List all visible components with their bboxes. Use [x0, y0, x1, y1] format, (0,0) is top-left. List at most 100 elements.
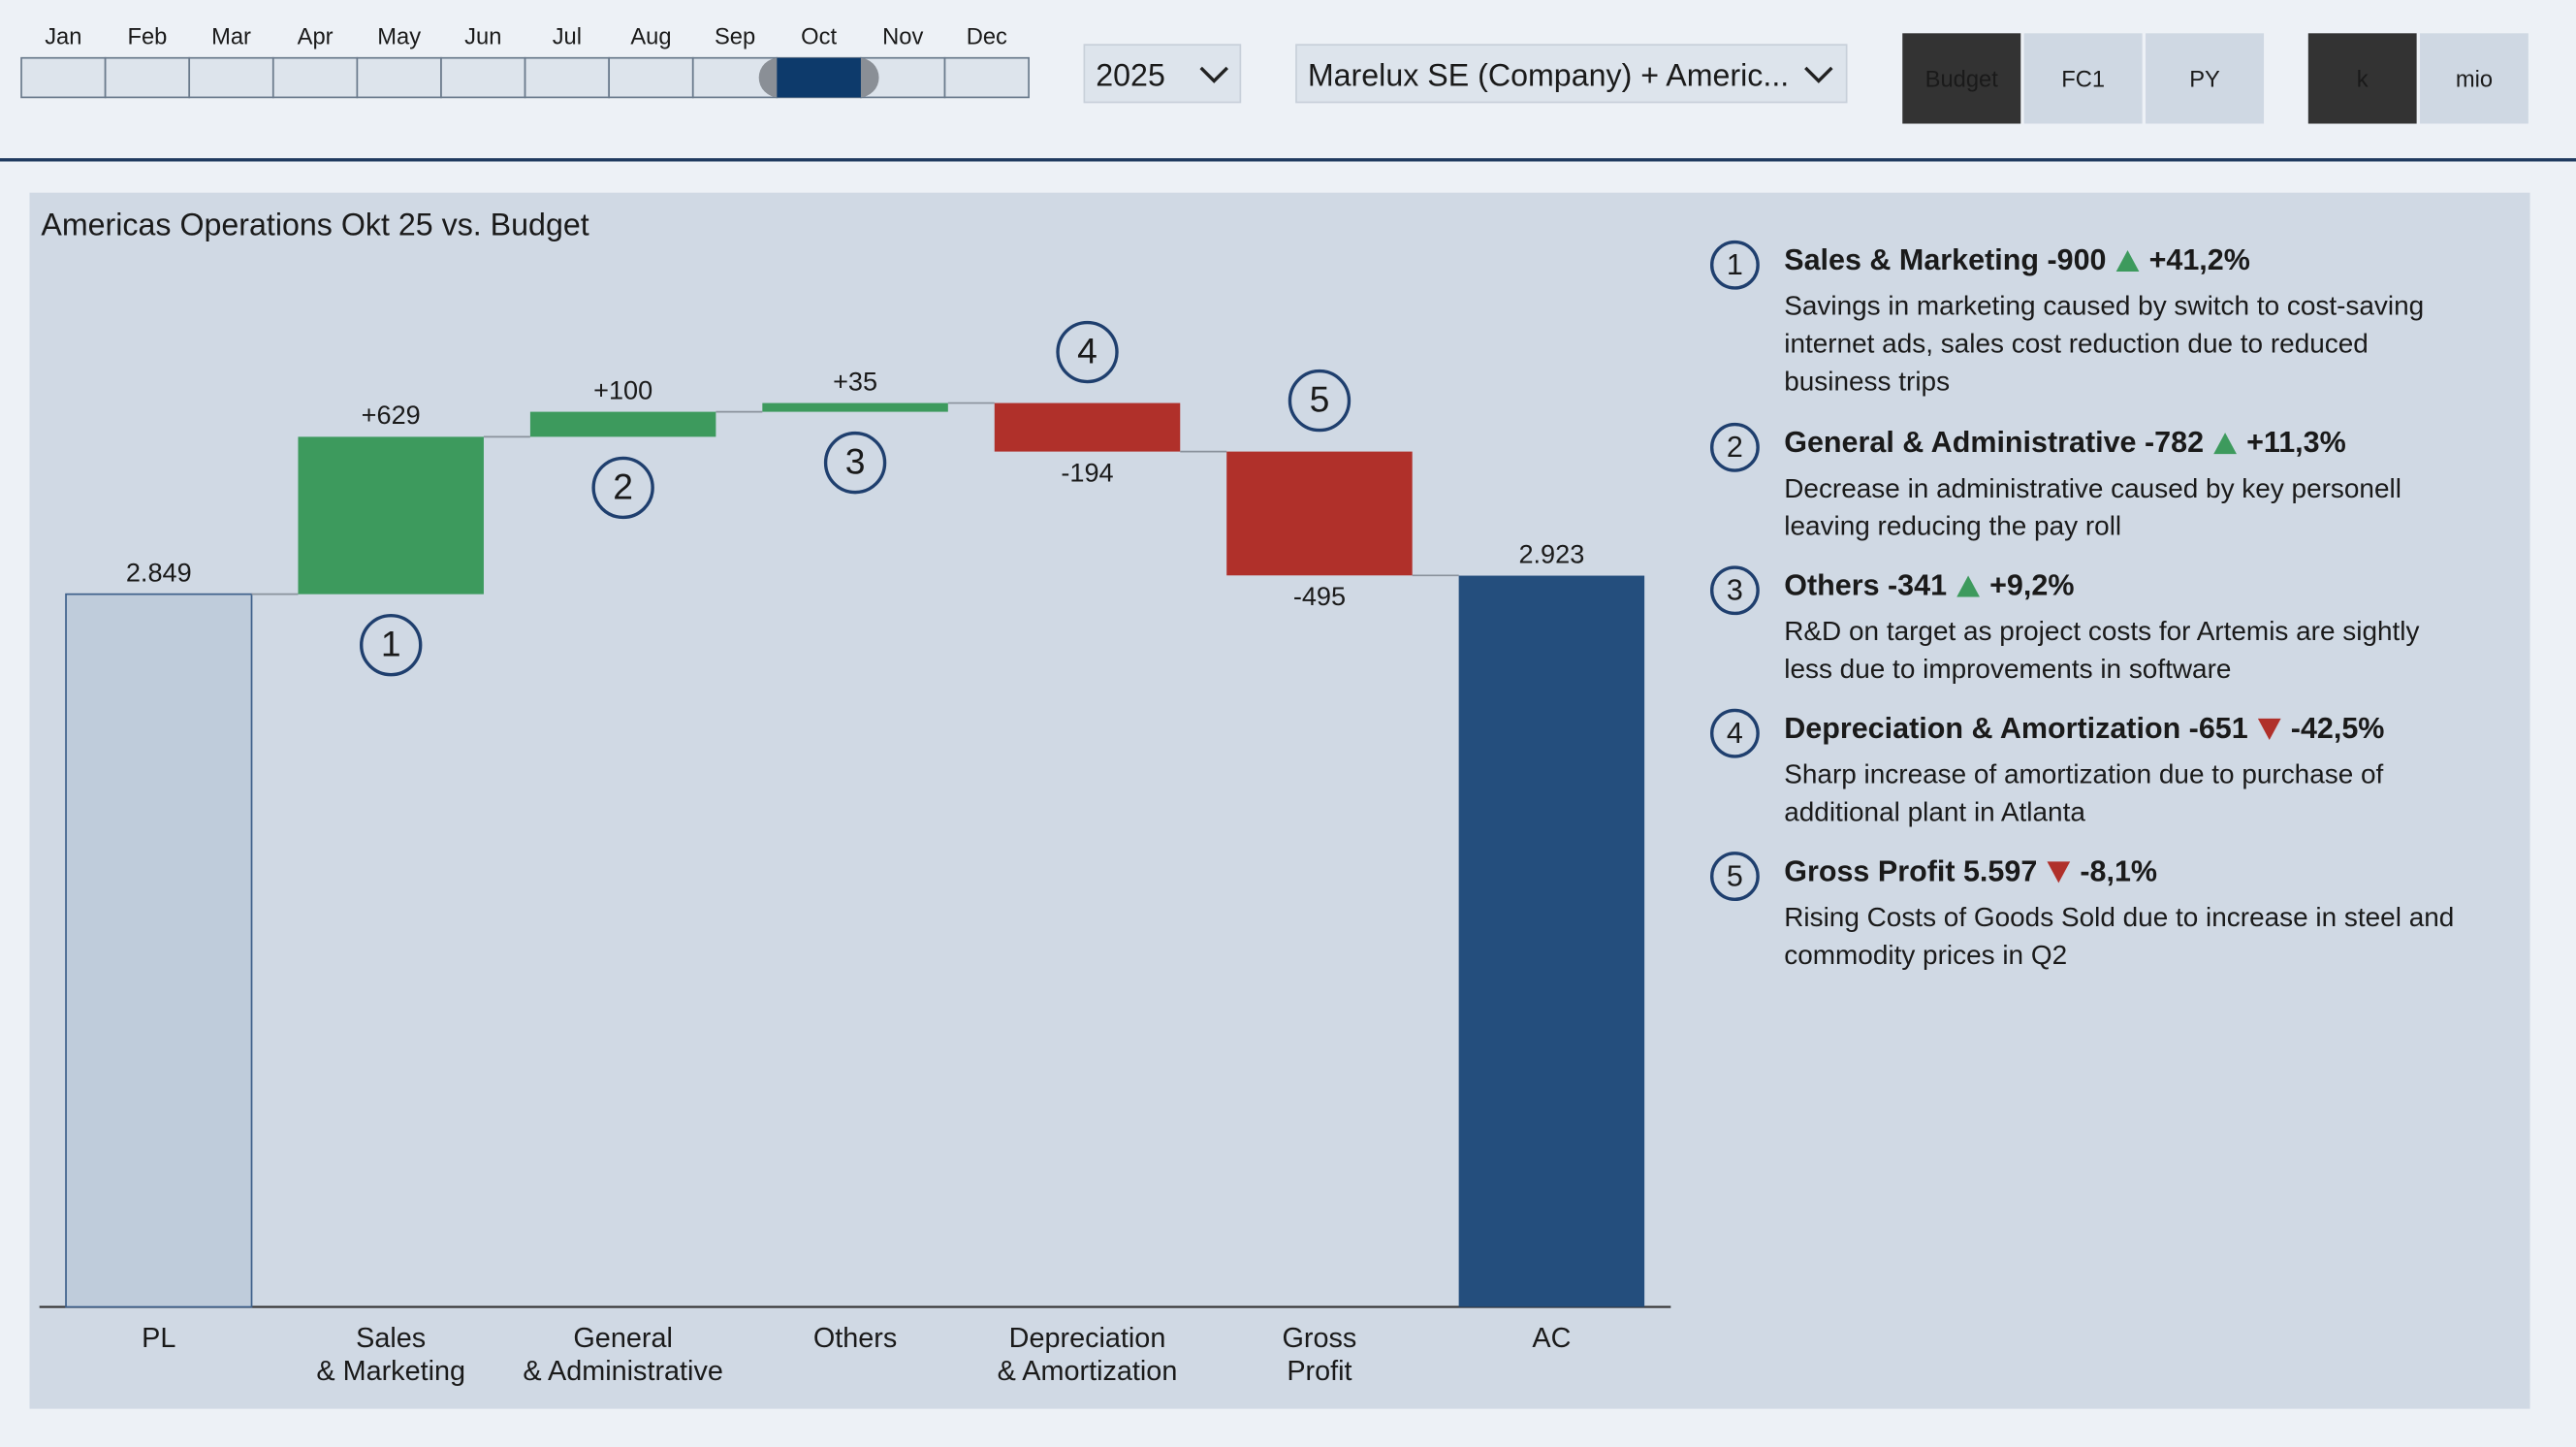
year-value[interactable]: 2025 [1096, 58, 1165, 93]
month-cell[interactable] [20, 56, 107, 99]
x-tick-label: Gross [1283, 1323, 1357, 1354]
direction-icon [2213, 433, 2237, 455]
value-label: 2.849 [126, 557, 192, 587]
value-label: +35 [833, 366, 877, 396]
month-cell[interactable] [440, 56, 526, 99]
x-tick-label: & Marketing [316, 1356, 465, 1387]
note-circle [1709, 422, 1760, 472]
bar [994, 402, 1181, 452]
toggle-button[interactable] [2023, 33, 2143, 124]
note-change: -42,5% [2291, 712, 2385, 745]
note-circle [1709, 240, 1760, 290]
note-line: R&D on target as project costs for Artem… [1784, 616, 2419, 646]
marker-number: 3 [845, 441, 866, 482]
note-line: Savings in marketing caused by switch to… [1784, 291, 2424, 321]
x-tick-label: PL [142, 1323, 175, 1354]
month-label[interactable]: Sep [715, 25, 755, 50]
value-label: 2.923 [1518, 538, 1584, 568]
month-label[interactable]: Aug [630, 25, 671, 50]
toggle-label[interactable]: Budget [1925, 68, 1999, 93]
note-line: Decrease in administrative caused by key… [1784, 473, 2401, 503]
month-label[interactable]: Apr [298, 25, 334, 50]
toggle-button[interactable] [2307, 33, 2417, 124]
marker-circle [360, 613, 423, 677]
month-label[interactable]: May [377, 25, 421, 50]
marker-number: 1 [381, 624, 401, 664]
marker-number: 5 [1310, 379, 1330, 420]
note-number: 2 [1727, 431, 1743, 464]
x-tick-label: Profit [1287, 1356, 1352, 1387]
toggle-label[interactable]: mio [2456, 68, 2493, 93]
x-tick-label: & Administrative [523, 1356, 722, 1387]
chart-title: Americas Operations Okt 25 vs. Budget [41, 208, 588, 242]
bar [298, 436, 484, 595]
month-label[interactable]: Dec [967, 25, 1007, 50]
marker-circle [1056, 320, 1119, 384]
month-cell[interactable] [104, 56, 191, 99]
note-line: commodity prices in Q2 [1784, 940, 2067, 970]
note-line: leaving reducing the pay roll [1784, 511, 2121, 541]
selected-month[interactable] [777, 57, 861, 98]
month-cell[interactable] [524, 56, 611, 99]
bar [529, 411, 716, 437]
bar [762, 402, 948, 412]
marker-circle [823, 431, 887, 495]
note-title: Depreciation & Amortization -651 [1784, 712, 2248, 745]
x-tick-label: General [573, 1323, 672, 1354]
month-label[interactable]: Jan [45, 25, 81, 50]
toggle-button[interactable] [2146, 33, 2265, 124]
value-label: -495 [1293, 581, 1346, 611]
month-label[interactable]: Jun [464, 25, 501, 50]
value-label: -194 [1061, 457, 1113, 487]
note-number: 1 [1727, 248, 1743, 281]
note-line: less due to improvements in software [1784, 654, 2231, 684]
direction-icon [2047, 861, 2071, 884]
bar [1226, 451, 1413, 576]
note-line: Rising Costs of Goods Sold due to increa… [1784, 902, 2454, 932]
x-tick-label: & Amortization [998, 1356, 1178, 1387]
month-label[interactable]: Nov [882, 25, 923, 50]
bar [65, 593, 253, 1308]
x-tick-label: Others [813, 1323, 897, 1354]
bar [1458, 575, 1645, 1307]
note-title: Gross Profit 5.597 [1784, 854, 2037, 887]
month-cell[interactable] [356, 56, 442, 99]
month-label[interactable]: Oct [801, 25, 837, 50]
dropdown-chevron [1199, 66, 1229, 83]
note-title: Sales & Marketing -900 [1784, 243, 2106, 276]
toggle-button[interactable] [2420, 33, 2528, 124]
note-change: +11,3% [2246, 426, 2346, 459]
x-tick-label: Sales [356, 1323, 426, 1354]
dropdown-chevron [1804, 66, 1833, 83]
month-cell[interactable] [271, 56, 359, 99]
toggle-label[interactable]: k [2357, 68, 2369, 93]
entity-value[interactable]: Marelux SE (Company) + Americ... [1308, 58, 1789, 93]
marker-circle [1288, 369, 1352, 433]
note-circle [1709, 852, 1760, 902]
month-cell[interactable] [188, 56, 274, 99]
note-number: 5 [1727, 859, 1743, 892]
entity-dropdown[interactable] [1295, 44, 1848, 104]
value-label: +629 [362, 400, 421, 430]
toggle-button[interactable] [1902, 33, 2021, 124]
note-line: business trips [1784, 367, 1950, 397]
note-number: 4 [1727, 717, 1743, 750]
note-title: Others -341 [1784, 568, 1947, 601]
note-line: internet ads, sales cost reduction due t… [1784, 329, 2369, 359]
direction-icon [2257, 718, 2281, 740]
panel [29, 192, 2530, 1409]
note-circle [1709, 565, 1760, 616]
x-tick-label: Depreciation [1009, 1323, 1166, 1354]
month-label[interactable]: Jul [553, 25, 582, 50]
month-label[interactable]: Feb [127, 25, 167, 50]
month-cell[interactable] [608, 56, 694, 99]
toggle-label[interactable]: PY [2189, 68, 2220, 93]
marker-number: 2 [613, 466, 633, 506]
year-dropdown[interactable] [1083, 44, 1242, 104]
marker-circle [591, 456, 654, 520]
month-label[interactable]: Mar [211, 25, 251, 50]
note-change: -8,1% [2080, 854, 2157, 887]
month-cell[interactable] [943, 56, 1030, 99]
toggle-label[interactable]: FC1 [2061, 68, 2105, 93]
